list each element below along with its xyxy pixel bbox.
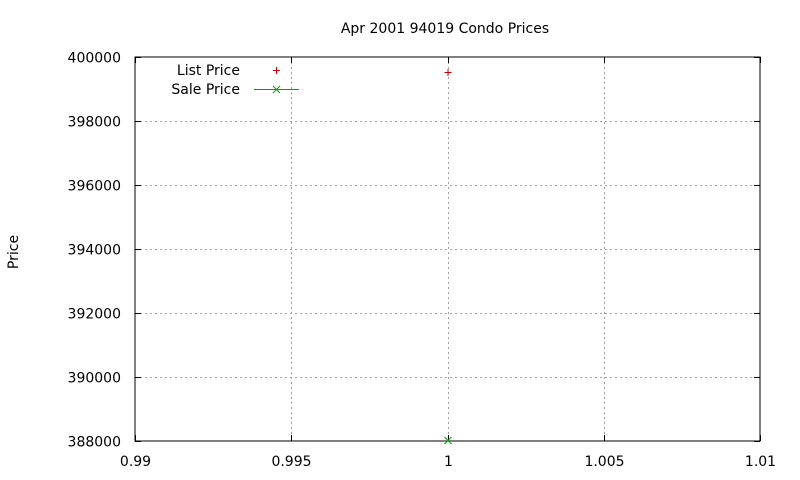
sale-price-point — [444, 436, 452, 445]
chart-title: Apr 2001 94019 Condo Prices — [341, 21, 549, 37]
x-tick-label: 1 — [444, 454, 453, 470]
y-tick-label: 390000 — [68, 371, 121, 387]
y-axis-label: Price — [6, 235, 22, 269]
y-tick-label: 392000 — [68, 307, 121, 323]
y-tick-label: 394000 — [68, 243, 121, 259]
x-tick-label: 1.005 — [584, 454, 624, 470]
legend: List Price Sale Price — [171, 63, 299, 98]
legend-marker-list-price — [273, 67, 280, 74]
x-tick-label: 0.995 — [271, 454, 311, 470]
data-marks — [444, 69, 452, 445]
y-tick-label: 400000 — [68, 51, 121, 67]
y-tick-label: 396000 — [68, 179, 121, 195]
legend-marker-sale-price-stroke — [272, 85, 281, 94]
list-price-point — [444, 69, 452, 76]
y-tick-label: 398000 — [68, 115, 121, 131]
legend-label-list-price: List Price — [177, 63, 240, 79]
x-tick-label: 1.01 — [745, 454, 776, 470]
legend-marker-sale-price — [272, 85, 281, 94]
y-tick-label: 388000 — [68, 435, 121, 451]
grid-lines — [135, 57, 760, 441]
sale-price-point-stroke — [444, 436, 452, 445]
x-tick-label: 0.99 — [120, 454, 151, 470]
legend-label-sale-price: Sale Price — [171, 82, 240, 98]
axis-ticks: 0.99 0.995 1 1.005 1.01 388000 390000 392000 394… — [68, 51, 777, 471]
